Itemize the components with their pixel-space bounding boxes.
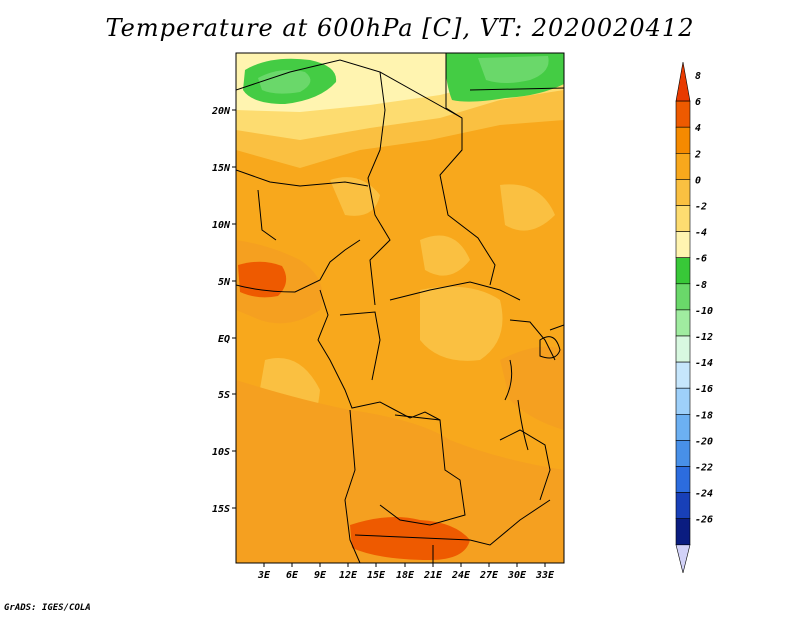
colorbar-segment <box>675 126 691 154</box>
colorbar-label: 0 <box>695 175 701 186</box>
border-line-5 <box>236 169 369 187</box>
colorbar-label: -2 <box>695 202 707 213</box>
lake-lines <box>504 359 529 451</box>
latitude-axis: 20N 15N 10N 5N EQ 5S 10S 15S <box>211 106 236 515</box>
colorbar-segment <box>675 231 691 259</box>
border-line-13 <box>509 319 556 361</box>
lat-label: 20N <box>211 106 231 117</box>
border-line-2 <box>379 71 496 286</box>
lat-label: 5S <box>218 390 230 401</box>
lat-label: 10S <box>212 447 230 458</box>
border-line-7 <box>339 311 381 381</box>
colorbar-segment <box>675 466 691 493</box>
colorbar-segment <box>675 283 691 311</box>
colorbar-arrow-bottom <box>675 544 691 573</box>
border-line-6 <box>257 189 277 241</box>
band-4-south <box>236 380 564 563</box>
colorbar-label: 6 <box>695 97 701 108</box>
mild-patch-2 <box>420 235 470 276</box>
cold-patch-east-inner <box>478 56 549 83</box>
colorbar-segment <box>675 257 691 285</box>
lat-label: EQ <box>218 334 230 345</box>
temperature-field <box>236 53 564 563</box>
colorbar-segment <box>675 205 691 232</box>
map-title: Temperature at 600hPa [C], VT: 202002041… <box>105 14 695 42</box>
colorbar-label: -26 <box>695 515 713 526</box>
coast-west-africa <box>236 239 361 293</box>
border-line-4 <box>469 87 564 91</box>
band-4-east <box>500 346 564 430</box>
hot-patch-south <box>350 516 470 560</box>
colorbar-label: -24 <box>695 489 713 500</box>
border-line-1 <box>236 59 391 306</box>
colorbar-label: -14 <box>695 358 713 369</box>
coast-gulf <box>317 289 441 421</box>
colorbar-label: -10 <box>695 306 713 317</box>
border-line-9 <box>379 414 466 526</box>
lon-label: 6E <box>286 570 299 581</box>
cold-patch-west-inner <box>258 70 311 94</box>
colorbar-label: -22 <box>695 463 713 474</box>
map-frame <box>235 52 565 564</box>
coast-angola <box>344 409 361 563</box>
lon-label: 12E <box>339 570 358 581</box>
border-line-12 <box>499 429 551 501</box>
colorbar-segment <box>675 309 691 337</box>
lon-label: 21E <box>423 570 443 581</box>
colorbar-segment <box>675 518 691 546</box>
credit-label: GrADS: IGES/COLA <box>4 603 91 613</box>
border-line-3 <box>445 53 463 119</box>
mild-patch-3 <box>500 184 555 231</box>
lake-victoria <box>539 336 561 359</box>
boundaries <box>236 53 564 563</box>
colorbar-label: 4 <box>695 123 701 134</box>
lat-label: 15S <box>212 504 230 515</box>
mild-patch-1 <box>330 177 380 216</box>
colorbar-segment <box>675 100 691 128</box>
colorbar: 8 6 4 2 0 -2 -4 -6 -8 -10 -12 -14 -16 -18 -20 -22 -24 -26 <box>675 61 713 573</box>
colorbar-label: -4 <box>695 228 707 239</box>
colorbar-segment <box>675 492 691 520</box>
lon-label: 24E <box>451 570 471 581</box>
colorbar-label: -20 <box>695 436 713 447</box>
colorbar-segment <box>675 153 691 180</box>
colorbar-segment <box>675 361 691 389</box>
lon-label: 9E <box>314 570 327 581</box>
colorbar-segment <box>675 413 691 441</box>
lon-label: 18E <box>396 570 415 581</box>
lon-label: 15E <box>367 570 386 581</box>
colorbar-label: -6 <box>695 254 707 265</box>
colorbar-label: 8 <box>695 71 701 82</box>
border-line-14 <box>549 324 564 331</box>
lat-label: 5N <box>218 277 231 288</box>
colorbar-label: -8 <box>695 280 707 291</box>
lon-label: 27E <box>479 570 499 581</box>
border-line-8 <box>389 281 521 301</box>
mild-patch-5 <box>420 286 503 361</box>
colorbar-segment <box>675 387 691 415</box>
border-line-10 <box>354 499 551 546</box>
colorbar-segment <box>675 179 691 206</box>
colorbar-label: -12 <box>695 332 713 343</box>
colorbar-label: 2 <box>694 149 701 160</box>
colorbar-label: -16 <box>695 384 713 395</box>
colorbar-label: -18 <box>695 410 713 421</box>
colorbar-arrow-top <box>675 61 691 102</box>
longitude-axis: 3E 6E 9E 12E 15E 18E 21E 24E 27E 30E 33E <box>257 563 555 581</box>
lon-label: 3E <box>257 570 271 581</box>
colorbar-segment <box>675 440 691 467</box>
lon-label: 33E <box>535 570 555 581</box>
colorbar-segment <box>675 335 691 363</box>
lon-label: 30E <box>507 570 527 581</box>
lat-label: 15N <box>212 163 231 174</box>
lat-label: 10N <box>212 220 231 231</box>
